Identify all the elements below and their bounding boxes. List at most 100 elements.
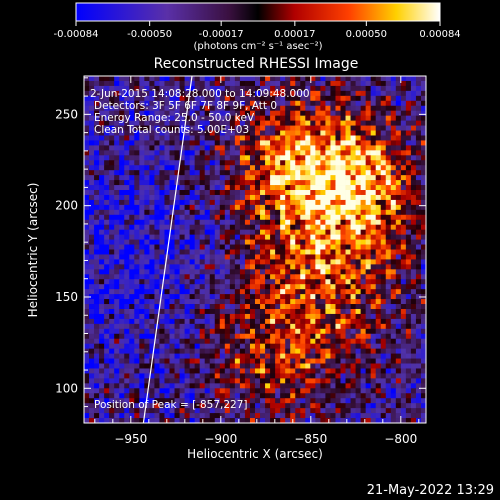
heatmap-cell — [385, 135, 392, 141]
heatmap-cell — [169, 76, 175, 82]
heatmap-cell — [360, 408, 367, 414]
heatmap-cell — [360, 140, 367, 146]
heatmap-cell — [305, 269, 311, 275]
heatmap-cell — [244, 155, 251, 161]
heatmap-cell — [300, 85, 306, 92]
heatmap-cell — [315, 80, 321, 87]
heatmap-cell — [360, 135, 367, 141]
heatmap-cell — [219, 90, 226, 97]
heatmap-cell — [129, 170, 135, 176]
heatmap-cell — [249, 279, 256, 285]
heatmap-cell — [295, 170, 301, 176]
heatmap-cell — [370, 279, 377, 285]
heatmap-cell — [104, 209, 110, 216]
heatmap-cell — [134, 214, 140, 221]
heatmap-cell — [209, 313, 216, 320]
heatmap-cell — [104, 323, 110, 330]
heatmap-cell — [400, 194, 407, 201]
heatmap-cell — [214, 299, 221, 305]
heatmap-cell — [84, 368, 90, 374]
heatmap-cell — [164, 313, 170, 320]
heatmap-cell — [260, 259, 266, 265]
heatmap-cell — [295, 190, 301, 196]
heatmap-cell — [270, 393, 276, 399]
heatmap-cell — [320, 373, 326, 379]
heatmap-cell — [224, 234, 231, 240]
heatmap-cell — [224, 269, 231, 275]
heatmap-cell — [179, 130, 185, 136]
heatmap-cell — [169, 95, 175, 102]
heatmap-cell — [315, 328, 321, 335]
heatmap-cell — [380, 110, 387, 117]
heatmap-cell — [350, 105, 356, 112]
heatmap-cell — [104, 249, 110, 255]
heatmap-cell — [270, 383, 276, 389]
heatmap-cell — [204, 234, 211, 240]
heatmap-cell — [99, 279, 105, 285]
heatmap-cell — [405, 338, 412, 345]
heatmap-cell — [410, 120, 417, 126]
heatmap-cell — [224, 100, 231, 107]
heatmap-cell — [229, 110, 236, 117]
heatmap-cell — [159, 110, 165, 117]
heatmap-cell — [350, 165, 356, 171]
heatmap-cell — [340, 80, 346, 87]
heatmap-cell — [370, 80, 377, 87]
heatmap-cell — [184, 100, 191, 107]
heatmap-cell — [109, 209, 115, 216]
heatmap-cell — [124, 229, 130, 236]
heatmap-cell — [164, 274, 170, 280]
heatmap-cell — [239, 313, 246, 320]
heatmap-cell — [214, 95, 221, 102]
heatmap-cell — [345, 95, 351, 102]
heatmap-cell — [345, 259, 351, 265]
heatmap-cell — [159, 170, 165, 176]
annotation-time-range: 2-Jun-2015 14:08:28.000 to 14:09:48.000 — [90, 88, 310, 100]
heatmap-cell — [420, 348, 426, 354]
heatmap-cell — [275, 194, 281, 201]
heatmap-cell — [154, 185, 160, 191]
heatmap-cell — [290, 264, 296, 270]
heatmap-cell — [144, 185, 150, 191]
heatmap-cell — [219, 408, 226, 414]
heatmap-cell — [109, 299, 115, 305]
heatmap-cell — [260, 190, 266, 196]
heatmap-cell — [330, 259, 336, 265]
heatmap-cell — [400, 318, 407, 325]
heatmap-cell — [184, 413, 191, 419]
heatmap-cell — [229, 135, 236, 141]
heatmap-cell — [325, 408, 331, 414]
heatmap-cell — [255, 284, 261, 290]
heatmap-cell — [244, 338, 251, 345]
heatmap-cell — [154, 343, 160, 350]
heatmap-cell — [214, 219, 221, 226]
heatmap-cell — [265, 378, 271, 384]
heatmap-cell — [234, 185, 241, 191]
heatmap-cell — [229, 333, 236, 340]
heatmap-cell — [270, 408, 276, 414]
heatmap-cell — [300, 328, 306, 335]
heatmap-cell — [159, 274, 165, 280]
heatmap-cell — [385, 383, 392, 389]
heatmap-cell — [370, 165, 377, 171]
heatmap-cell — [244, 269, 251, 275]
heatmap-cell — [320, 199, 326, 206]
heatmap-cell — [129, 284, 135, 290]
heatmap-cell — [290, 214, 296, 221]
heatmap-cell — [400, 413, 407, 419]
heatmap-cell — [300, 378, 306, 384]
heatmap-cell — [144, 130, 150, 136]
heatmap-cell — [335, 338, 341, 345]
heatmap-cell — [144, 333, 150, 340]
plot-frame — [83, 75, 427, 424]
heatmap-cell — [124, 85, 130, 92]
heatmap-cell — [320, 115, 326, 122]
heatmap-cell — [229, 373, 236, 379]
heatmap-cell — [360, 299, 367, 305]
heatmap-cell — [194, 323, 201, 330]
heatmap-cell — [124, 318, 130, 325]
heatmap-cell — [420, 150, 426, 156]
heatmap-cell — [204, 353, 211, 359]
heatmap-cell — [159, 348, 165, 354]
heatmap-cell — [325, 180, 331, 186]
